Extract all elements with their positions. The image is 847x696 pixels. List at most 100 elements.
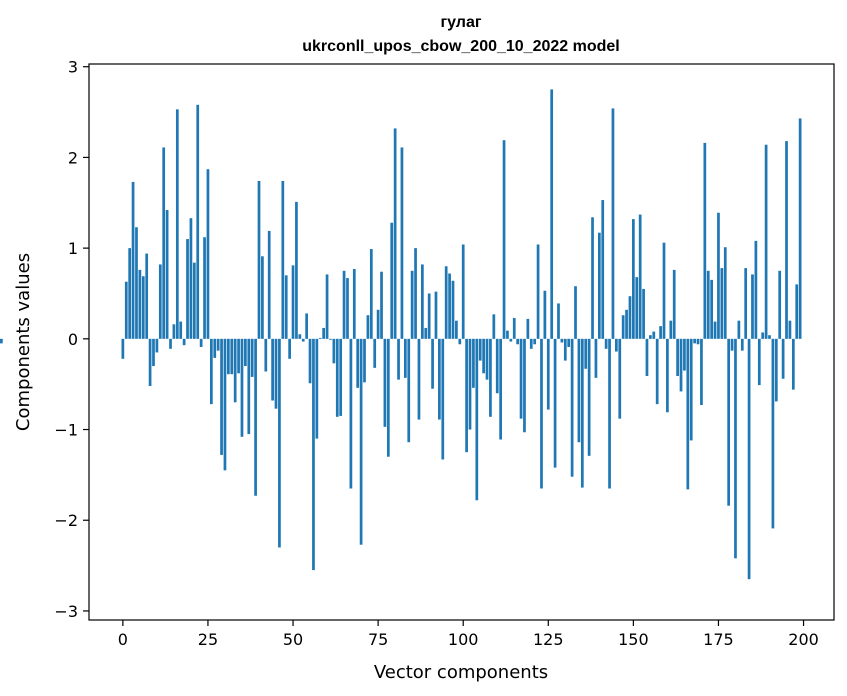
y-tick-label: −1	[54, 421, 78, 440]
bar	[604, 338, 608, 349]
bar	[165, 210, 169, 339]
bar	[723, 247, 727, 339]
bar	[383, 338, 387, 427]
bar	[632, 219, 635, 339]
bar	[737, 320, 741, 339]
bar	[145, 253, 149, 339]
bar	[325, 274, 329, 339]
bar	[438, 338, 441, 420]
bar	[594, 338, 598, 378]
bar	[761, 332, 765, 339]
bar	[662, 242, 666, 339]
bar	[264, 338, 268, 372]
bar	[791, 338, 795, 390]
bar	[744, 268, 748, 339]
bar	[560, 338, 564, 343]
bar	[209, 338, 213, 405]
bar	[182, 338, 186, 346]
bars	[0, 89, 802, 580]
bar	[730, 338, 734, 351]
bar	[179, 321, 183, 339]
plot-frame	[88, 63, 835, 621]
bar	[322, 327, 326, 339]
bar	[659, 326, 662, 339]
bar	[771, 338, 775, 529]
y-tick-label: 2	[68, 148, 78, 167]
bar	[227, 338, 230, 375]
bar	[318, 337, 322, 339]
bar	[271, 338, 274, 401]
bar	[628, 296, 632, 339]
bar	[696, 338, 700, 345]
bar	[768, 335, 771, 339]
bar	[499, 338, 502, 440]
bar	[540, 338, 543, 489]
bar	[713, 321, 717, 339]
bar	[427, 293, 431, 339]
bar	[584, 338, 588, 369]
y-tick-label: −3	[54, 602, 78, 621]
bar	[363, 338, 366, 383]
bar	[421, 264, 424, 339]
bar	[138, 269, 142, 339]
bar	[570, 338, 574, 477]
bar	[489, 338, 492, 417]
bar	[346, 278, 349, 339]
bar	[291, 265, 295, 339]
chart-title: гулаг	[440, 14, 481, 31]
bar	[478, 338, 482, 361]
bar	[580, 338, 584, 488]
bar	[645, 338, 649, 377]
bar	[475, 338, 479, 501]
bar	[380, 271, 383, 339]
bar	[703, 142, 707, 339]
bar	[798, 118, 802, 339]
bar	[332, 338, 336, 364]
bar	[414, 248, 417, 339]
bar	[393, 128, 397, 339]
bar	[352, 268, 356, 339]
bar	[281, 181, 285, 339]
bar	[247, 338, 251, 435]
bar	[196, 104, 200, 339]
bar	[567, 338, 571, 347]
bar	[754, 240, 758, 339]
bar	[679, 338, 683, 392]
bar	[720, 268, 724, 339]
bar	[557, 303, 560, 339]
bar	[727, 338, 731, 506]
bar	[523, 338, 526, 433]
bar	[410, 270, 414, 339]
bar	[403, 338, 407, 378]
bar	[295, 201, 298, 339]
bar	[618, 338, 622, 419]
bar	[223, 338, 227, 471]
bar	[441, 338, 445, 460]
y-tick-label: 0	[68, 330, 78, 349]
bar	[652, 331, 656, 339]
bar	[608, 338, 611, 489]
bar	[676, 338, 679, 377]
bar	[785, 141, 788, 339]
bar	[751, 274, 754, 339]
bar	[335, 338, 339, 417]
bar	[550, 89, 554, 339]
bar	[635, 277, 639, 339]
bar	[424, 327, 428, 339]
bar	[519, 338, 523, 419]
bar	[312, 338, 315, 571]
bar	[397, 338, 400, 380]
bar	[237, 338, 240, 374]
bar	[216, 338, 220, 351]
bar	[455, 320, 458, 339]
y-tick-label: 1	[68, 239, 78, 258]
x-tick-label: 100	[448, 630, 479, 649]
bar	[458, 338, 462, 345]
bar	[158, 264, 162, 339]
bar	[284, 275, 288, 339]
bar	[329, 338, 332, 340]
bar	[220, 338, 223, 455]
bar	[717, 212, 720, 339]
bar	[376, 309, 380, 339]
x-tick-label: 125	[533, 630, 564, 649]
